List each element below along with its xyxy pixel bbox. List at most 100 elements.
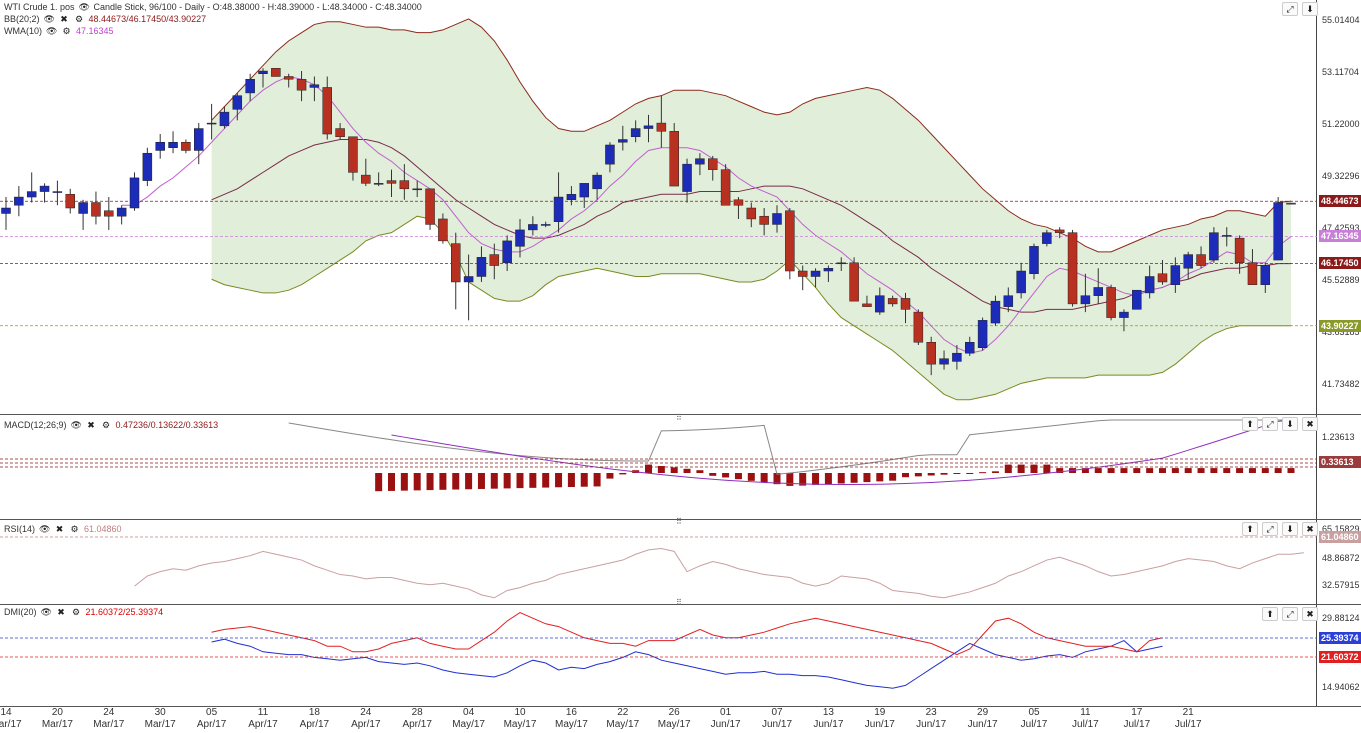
candle-body xyxy=(39,185,50,192)
macd-histogram-bar xyxy=(465,473,473,490)
close-icon[interactable]: ✖ xyxy=(1302,607,1318,621)
candle-body xyxy=(245,78,255,94)
close-icon[interactable]: ✖ xyxy=(1302,522,1318,536)
gear-icon[interactable]: ⚙ xyxy=(74,14,84,24)
candle-body xyxy=(656,122,667,132)
candle-body xyxy=(309,84,320,88)
candle-body xyxy=(386,180,397,184)
x-tick-month: Mar/17 xyxy=(144,719,176,730)
candle-body xyxy=(797,270,808,277)
maximize-icon[interactable]: ⤢ xyxy=(1282,607,1298,621)
x-tick-month: Mar/17 xyxy=(41,719,73,730)
macd-pane-controls: ⬆ ⤢ ⬇ ✖ xyxy=(1242,417,1318,431)
price-plot-area[interactable] xyxy=(0,0,1317,414)
arrow-down-icon[interactable]: ⬇ xyxy=(1282,522,1298,536)
maximize-icon[interactable]: ⤢ xyxy=(1282,2,1298,16)
close-icon[interactable]: ✖ xyxy=(1302,417,1318,431)
macd-histogram-bar xyxy=(876,473,884,482)
candle-body xyxy=(695,158,705,165)
x-tick-month: Apr/17 xyxy=(248,719,278,730)
candle-body xyxy=(52,191,63,193)
close-icon[interactable]: ✖ xyxy=(57,607,65,617)
candle-body xyxy=(746,207,757,220)
macd-histogram-bar xyxy=(1094,468,1102,473)
gear-icon[interactable]: ⚙ xyxy=(101,420,111,430)
dmi-plot-area[interactable] xyxy=(0,605,1317,706)
eye-icon[interactable]: 👁 xyxy=(70,420,82,430)
arrow-up-icon[interactable]: ⬆ xyxy=(1242,417,1258,431)
candle-body xyxy=(669,131,679,187)
macd-histogram-bar xyxy=(1210,468,1218,473)
eye-icon[interactable]: 👁 xyxy=(39,524,51,534)
x-tick-label: 16 May/17 xyxy=(551,707,591,731)
candle-body xyxy=(322,87,332,135)
x-tick-month: Apr/17 xyxy=(351,719,381,730)
gear-icon[interactable]: ⚙ xyxy=(62,26,71,36)
x-tick-month: Jun/17 xyxy=(916,719,947,730)
dmi-ytick: 14.94062 xyxy=(1322,682,1360,692)
candle-body xyxy=(1042,232,1052,244)
resize-handle-icon[interactable]: ⠿ xyxy=(676,413,682,422)
arrow-down-icon[interactable]: ⬇ xyxy=(1302,2,1318,16)
x-tick-month: May/17 xyxy=(452,719,485,730)
price-pane: WTI Crude 1. pos 👁 Candle Stick, 96/100 … xyxy=(0,0,1361,415)
close-icon[interactable]: ✖ xyxy=(87,420,95,430)
resize-handle-icon[interactable]: ⠿ xyxy=(676,517,682,526)
macd-histogram-bar xyxy=(1133,468,1141,473)
dmi-minus-line xyxy=(211,612,1163,656)
rsi-value: 61.04860 xyxy=(84,524,122,534)
arrow-down-icon[interactable]: ⬇ xyxy=(1282,417,1298,431)
macd-histogram-bar xyxy=(927,473,935,476)
price-legend: WTI Crude 1. pos 👁 Candle Stick, 96/100 … xyxy=(4,1,422,14)
price-chart-svg xyxy=(0,18,1317,401)
price-badge: 46.17450 xyxy=(1319,257,1361,270)
candle-body xyxy=(412,188,422,191)
candle-body xyxy=(708,158,718,170)
candle-body xyxy=(823,268,834,272)
x-tick-month: May/17 xyxy=(606,719,640,730)
arrow-up-icon[interactable]: ⬆ xyxy=(1262,607,1278,621)
macd-histogram-bar xyxy=(1197,468,1205,473)
candle-body xyxy=(219,111,230,127)
instrument-title: WTI Crude 1. pos xyxy=(4,2,75,12)
candle-body xyxy=(772,213,782,225)
resize-handle-icon[interactable]: ⠿ xyxy=(676,598,682,607)
eye-icon[interactable]: 👁 xyxy=(40,607,52,617)
macd-histogram-bar xyxy=(979,472,987,474)
eye-icon[interactable]: 👁 xyxy=(78,2,90,12)
candle-body xyxy=(1029,246,1039,275)
macd-label: MACD(12;26;9) xyxy=(4,420,67,430)
rsi-label: RSI(14) xyxy=(4,524,36,534)
x-tick-day: 13 xyxy=(822,707,834,718)
dmi-pane-controls: ⬆ ⤢ ✖ xyxy=(1262,607,1318,621)
maximize-icon[interactable]: ⤢ xyxy=(1262,522,1278,536)
close-icon[interactable]: ✖ xyxy=(55,524,64,534)
candle-body xyxy=(875,295,885,313)
arrow-up-icon[interactable]: ⬆ xyxy=(1242,522,1258,536)
x-tick-label: 05 Jul/17 xyxy=(1014,707,1054,731)
eye-icon[interactable]: 👁 xyxy=(43,14,55,24)
rsi-chart-svg xyxy=(0,536,1317,599)
candle-body xyxy=(1093,287,1103,296)
macd-histogram-bar xyxy=(1120,468,1128,473)
x-tick-day: 29 xyxy=(977,707,989,718)
macd-histogram-bar xyxy=(1223,468,1231,473)
x-tick-day: 21 xyxy=(1182,707,1194,718)
dmi-values: 21.60372/25.39374 xyxy=(85,607,164,617)
macd-histogram-bar xyxy=(670,467,678,473)
price-badge: 47.16345 xyxy=(1319,230,1361,243)
gear-icon[interactable]: ⚙ xyxy=(71,607,81,617)
close-icon[interactable]: ✖ xyxy=(60,14,68,24)
dmi-plus-badge: 25.39374 xyxy=(1319,632,1361,644)
candle-body xyxy=(836,262,846,265)
x-tick-label: 26 May/17 xyxy=(654,707,694,731)
candle-body xyxy=(65,194,75,209)
x-tick-label: 14Mar/17 xyxy=(0,707,26,731)
rsi-plot-area[interactable] xyxy=(0,520,1317,604)
macd-histogram-bar xyxy=(850,473,858,483)
eye-icon[interactable]: 👁 xyxy=(46,26,58,36)
maximize-icon[interactable]: ⤢ xyxy=(1262,417,1278,431)
gear-icon[interactable]: ⚙ xyxy=(70,524,79,534)
macd-histogram-bar xyxy=(452,473,460,490)
macd-histogram-bar xyxy=(1056,468,1064,473)
